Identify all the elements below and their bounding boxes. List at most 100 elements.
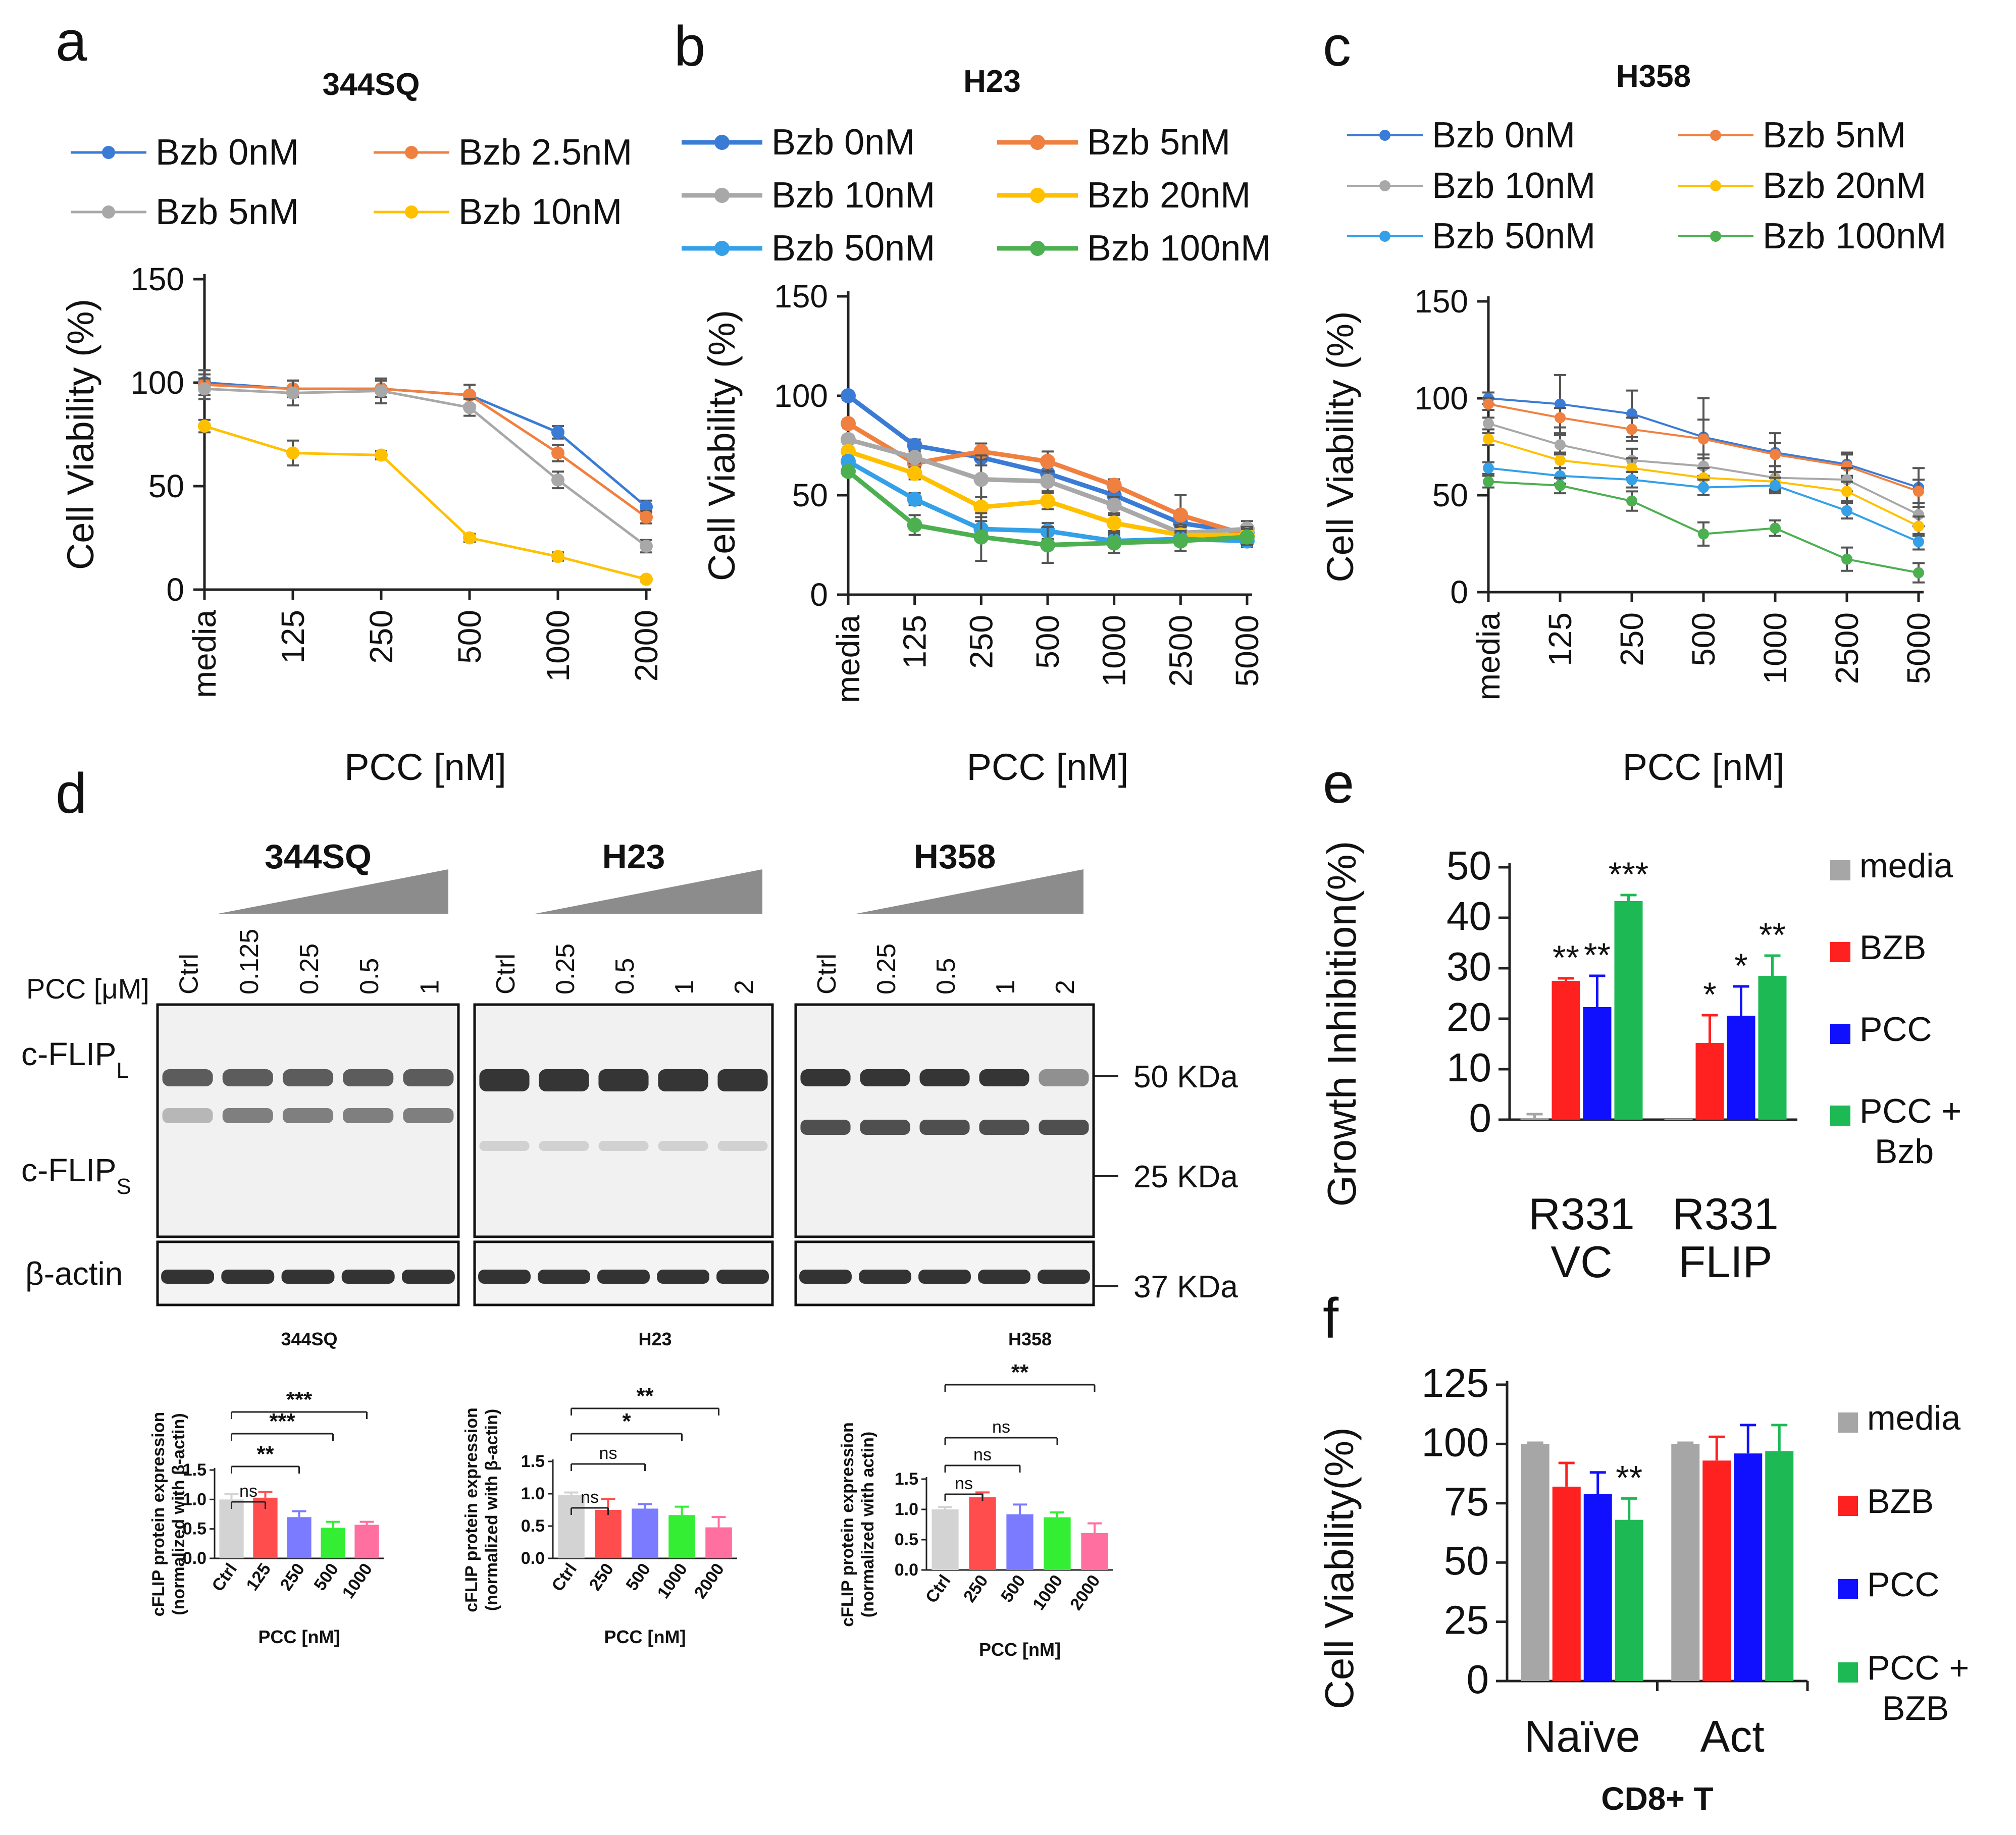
sig-label-d3: ns: [955, 1474, 973, 1493]
band-flip-l-0: [403, 1069, 454, 1086]
y-tick-label-c: 100: [1414, 380, 1468, 416]
x-tick-label-b: 2500: [1162, 615, 1199, 687]
x-tick-label-a: 125: [275, 610, 311, 664]
series-line-a: [204, 387, 647, 547]
data-point-c: [1483, 433, 1494, 445]
bar-e: [1552, 981, 1580, 1120]
band-flip-l-1: [717, 1069, 768, 1091]
panel-letter-f: f: [1323, 1287, 1339, 1350]
sig-label-d3: ns: [973, 1445, 992, 1464]
x-tick-label-a: 250: [363, 610, 399, 664]
y-axis-label2-d2: (normalized with β-actin): [482, 1409, 501, 1611]
legend-marker-a: [405, 146, 418, 159]
data-point-b: [1040, 537, 1055, 553]
x-tick-label-d3: 2000: [1066, 1571, 1104, 1614]
legend-label-c: Bzb 50nM: [1432, 216, 1595, 256]
y-tick-label-d2: 0.0: [521, 1549, 545, 1568]
x-tick-label-d3: Ctrl: [922, 1571, 955, 1607]
y-tick-label-d1: 1.0: [183, 1490, 206, 1509]
legend-swatch-f: [1838, 1579, 1858, 1599]
bar-f: [1583, 1494, 1612, 1681]
data-point-c: [1626, 424, 1637, 435]
blot-frame-1: [473, 1003, 774, 1238]
x-tick-label-b: 500: [1029, 615, 1066, 669]
bar-title-d1: 344SQ: [281, 1329, 337, 1349]
lane-label-1: Ctrl: [491, 954, 521, 994]
x-tick-label-a: media: [186, 610, 223, 698]
x-tick-label-d2: Ctrl: [548, 1560, 581, 1595]
band-flip-l-1: [479, 1069, 530, 1091]
data-point-c: [1626, 408, 1637, 420]
y-tick-label-e: 10: [1446, 1045, 1491, 1090]
chart-title-a: 344SQ: [322, 67, 420, 102]
legend-label-e: BZB: [1859, 928, 1926, 967]
marker-label: 50 KDa: [1133, 1060, 1238, 1094]
y-tick-label-c: 0: [1450, 574, 1468, 610]
y-tick-label-a: 100: [130, 364, 184, 401]
legend-marker-a: [102, 205, 115, 219]
data-point-b: [907, 450, 922, 465]
band-actin-2: [859, 1270, 911, 1284]
legend-swatch-e: [1830, 860, 1850, 880]
data-point-b: [1239, 529, 1255, 545]
legend-marker-c: [1710, 231, 1721, 242]
y-tick-label-c: 50: [1432, 477, 1468, 513]
data-point-b: [973, 529, 989, 545]
y-tick-label-d2: 1.5: [521, 1452, 545, 1471]
band-flip-l-0: [222, 1069, 273, 1086]
data-point-a: [198, 382, 211, 396]
c-flip-l-label: c-FLIPL: [21, 1036, 129, 1083]
data-point-c: [1555, 412, 1566, 424]
y-axis-label2-d1: (normalized with β-actin): [169, 1413, 188, 1615]
data-point-b: [841, 463, 856, 479]
data-point-a: [551, 446, 564, 460]
bar-d3: [1044, 1517, 1071, 1570]
data-point-b: [907, 465, 922, 481]
series-line-a: [204, 381, 647, 508]
y-axis-label-c: Cell Viability (%): [1319, 311, 1361, 582]
band-actin-1: [716, 1270, 769, 1284]
legend-label-a: Bzb 0nM: [156, 132, 299, 173]
lane-label-2: 2: [1051, 980, 1080, 994]
band-flip-s-1: [598, 1141, 649, 1151]
legend-swatch-e: [1830, 942, 1850, 962]
group-label-e: VC: [1550, 1237, 1612, 1287]
data-point-b: [1040, 493, 1055, 509]
band-flip-l-2: [1039, 1069, 1089, 1086]
y-tick-label-a: 150: [130, 261, 184, 297]
bar-title-d2: H23: [638, 1329, 671, 1349]
data-point-b: [1173, 507, 1188, 523]
lane-label-2: 0.25: [872, 943, 901, 994]
x-tick-label-c: 1000: [1757, 612, 1793, 684]
band-flip-s-2: [860, 1120, 910, 1135]
legend-label-c: Bzb 5nM: [1763, 115, 1906, 155]
band-flip-l-1: [598, 1069, 649, 1091]
y-tick-label-d3: 0.5: [895, 1530, 918, 1549]
y-tick-label-f: 0: [1467, 1657, 1489, 1702]
data-point-b: [907, 517, 922, 533]
bar-e: [1583, 1007, 1612, 1120]
data-point-a: [463, 401, 476, 414]
x-tick-label-d2: 2000: [691, 1560, 729, 1602]
sig-label-e: **: [1553, 938, 1579, 977]
chart-title-c: H358: [1616, 59, 1691, 94]
panel-letter-d: d: [56, 762, 87, 825]
blot-cell-line-1: H23: [602, 837, 665, 876]
chart-title-b: H23: [963, 64, 1021, 99]
data-point-a: [286, 446, 299, 460]
y-tick-label-d1: 0.0: [183, 1549, 206, 1568]
c-flip-l-label-subscript: L: [116, 1058, 128, 1083]
band-actin-0: [401, 1270, 455, 1284]
data-point-b: [973, 471, 989, 487]
panel-letter-e: e: [1323, 752, 1354, 815]
lane-label-1: 1: [670, 980, 699, 994]
data-point-c: [1913, 520, 1924, 532]
data-point-a: [640, 510, 653, 524]
bar-d2: [595, 1510, 622, 1558]
data-point-c: [1626, 495, 1637, 507]
x-axis-label-d3: PCC [nM]: [979, 1639, 1061, 1660]
legend-swatch-f: [1838, 1662, 1858, 1683]
data-point-a: [463, 531, 476, 545]
band-flip-s-1: [479, 1141, 530, 1151]
